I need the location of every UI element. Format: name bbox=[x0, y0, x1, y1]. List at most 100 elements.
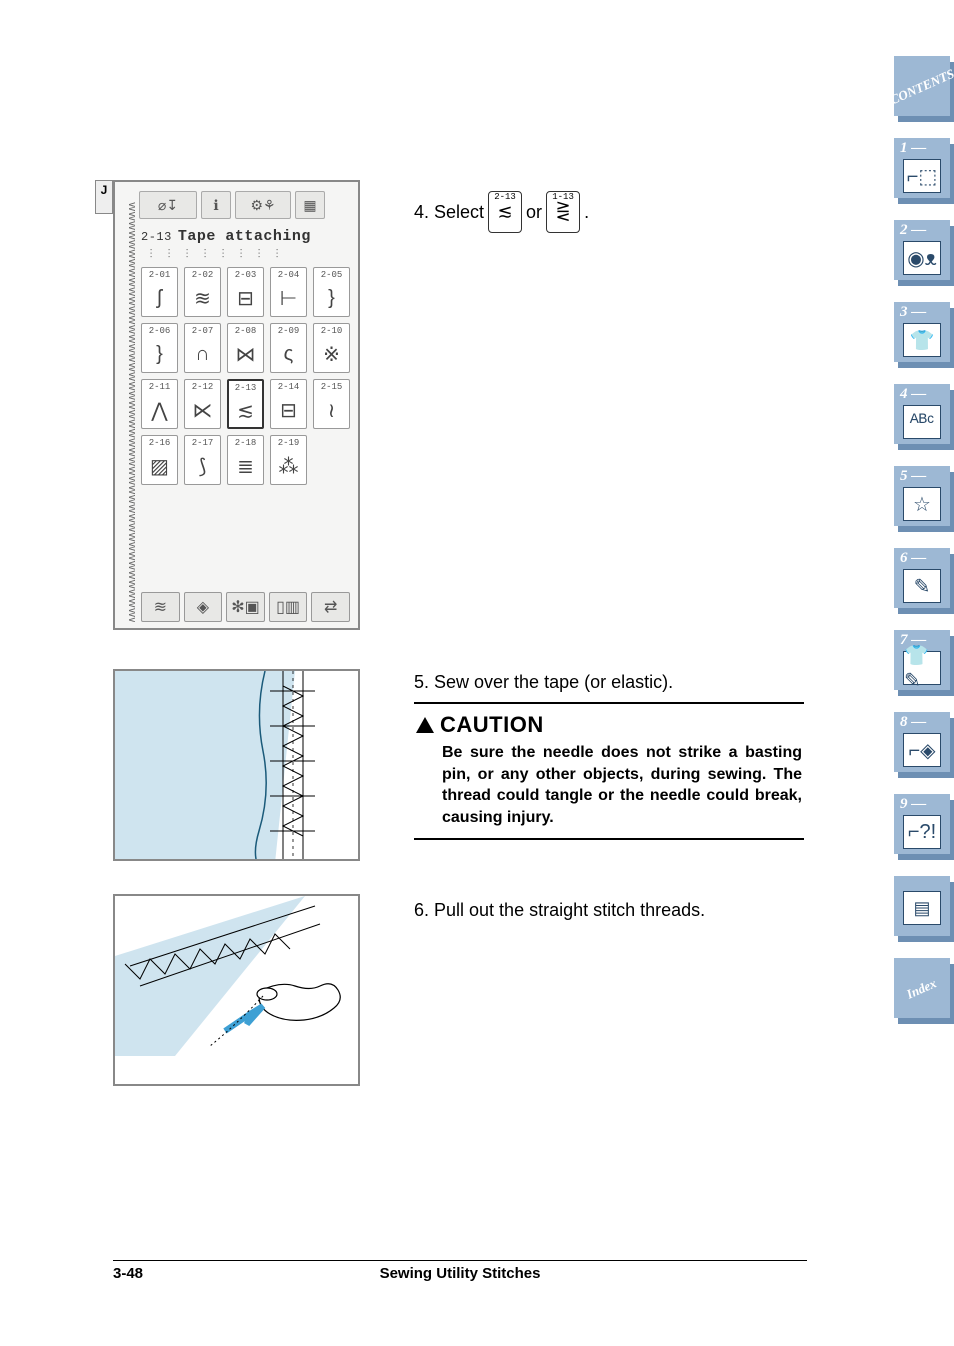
needle-icon: ⫶ bbox=[163, 247, 175, 259]
stitch-cell-label: 2-08 bbox=[235, 326, 257, 336]
needle-icon: ⫶ bbox=[181, 247, 193, 259]
step-4: 4. Select 2-13 ≲ or 1-13 ⋛ . bbox=[414, 191, 589, 233]
stitch-cell-glyph: ⋈ bbox=[236, 336, 256, 372]
tab-number: 4 — bbox=[900, 386, 926, 403]
tab-chapter[interactable]: 3 —👕 bbox=[894, 302, 954, 366]
stitch-cell-label: 2-14 bbox=[278, 382, 300, 392]
tab-number: 2 — bbox=[900, 222, 926, 239]
stitch-cell-glyph: ⋀ bbox=[151, 392, 167, 428]
stitch-cell-2-02[interactable]: 2-02≋ bbox=[184, 267, 221, 317]
bottom-btn-4[interactable]: ▯▥ bbox=[269, 592, 308, 622]
step-5: 5. Sew over the tape (or elastic). bbox=[414, 672, 673, 693]
tab-icon: ⌐?! bbox=[903, 815, 941, 849]
illustration-pull-threads bbox=[113, 894, 360, 1086]
needle-icon: ⫶ bbox=[271, 247, 283, 259]
tab-chapter[interactable]: 4 — ᴬᴮᶜ bbox=[894, 384, 954, 448]
tab-icon: ◉ᴥ bbox=[903, 241, 941, 275]
stitch-cell-2-03[interactable]: 2-03⊟ bbox=[227, 267, 264, 317]
stitch-cell-label: 2-01 bbox=[149, 270, 171, 280]
tab-icon: ☆ bbox=[903, 487, 941, 521]
tab-icon: ᴬᴮᶜ bbox=[903, 405, 941, 439]
stitch-cell-label: 2-11 bbox=[149, 382, 171, 392]
stitch-cell-label: 2-07 bbox=[192, 326, 214, 336]
tab-icon: ▤ bbox=[903, 891, 941, 925]
stitch-cell-label: 2-10 bbox=[321, 326, 343, 336]
tab-chapter[interactable]: 7 —👕✎ bbox=[894, 630, 954, 694]
stitch-cell-glyph: ∩ bbox=[195, 336, 209, 372]
tab-contents[interactable]: CONTENTS bbox=[894, 56, 954, 120]
stitch-cell-glyph: ≀ bbox=[328, 392, 336, 428]
stitch-cell-2-11[interactable]: 2-11⋀ bbox=[141, 379, 178, 429]
stitch-button-1-13[interactable]: 1-13 ⋛ bbox=[546, 191, 580, 233]
bottom-btn-3[interactable]: ✻▣ bbox=[226, 592, 265, 622]
toolbar-btn-1[interactable]: ⌀↧ bbox=[139, 191, 197, 219]
stitch-cell-2-04[interactable]: 2-04⊢ bbox=[270, 267, 307, 317]
bottom-btn-2[interactable]: ◈ bbox=[184, 592, 223, 622]
mini-btn-label: 1-13 bbox=[552, 193, 574, 202]
stitch-cell-2-18[interactable]: 2-18≣ bbox=[227, 435, 264, 485]
caution-body: Be sure the needle does not strike a bas… bbox=[416, 738, 802, 828]
section-tabs: CONTENTS 1 — ⌐⬚ 2 — ◉ᴥ 3 —👕 4 — ᴬᴮᶜ 5 — ☆ 6 —✎ 7 —… bbox=[876, 56, 954, 1022]
stitch-button-2-13[interactable]: 2-13 ≲ bbox=[488, 191, 522, 233]
tab-chapter[interactable]: 6 —✎ bbox=[894, 548, 954, 612]
stitch-cell-glyph: ≲ bbox=[237, 393, 254, 427]
tab-number: 5 — bbox=[900, 468, 926, 485]
stitch-cell-2-13[interactable]: 2-13≲ bbox=[227, 379, 264, 429]
bottom-btn-5[interactable]: ⇄ bbox=[311, 592, 350, 622]
needle-icon: ⫶ bbox=[199, 247, 211, 259]
illustration-sew-tape bbox=[113, 669, 360, 861]
needle-icon: ⫶ bbox=[235, 247, 247, 259]
stitch-cell-glyph: ⊢ bbox=[280, 280, 297, 316]
tab-index-label: Index bbox=[905, 975, 940, 1002]
screen-title: 2-13Tape attaching bbox=[139, 222, 352, 247]
stitch-cell-2-10[interactable]: 2-10※ bbox=[313, 323, 350, 373]
tab-number: 9 — bbox=[900, 796, 926, 813]
stitch-cell-label: 2-09 bbox=[278, 326, 300, 336]
screen-inner: ⌀↧ ℹ ⚙⚘ ▦ 2-13Tape attaching ⫶ ⫶ ⫶ ⫶ ⫶ ⫶… bbox=[139, 188, 352, 622]
stitch-cell-2-12[interactable]: 2-12⋉ bbox=[184, 379, 221, 429]
tab-icon: ⌐⬚ bbox=[903, 159, 941, 193]
stitch-cell-label: 2-15 bbox=[321, 382, 343, 392]
tab-icon: 👕 bbox=[903, 323, 941, 357]
stitch-cell-2-06[interactable]: 2-06} bbox=[141, 323, 178, 373]
stitch-cell-2-09[interactable]: 2-09ς bbox=[270, 323, 307, 373]
stitch-cell-glyph: ≣ bbox=[237, 448, 254, 484]
toolbar-btn-3[interactable]: ⚙⚘ bbox=[235, 191, 291, 219]
caution-head-text: CAUTION bbox=[440, 712, 544, 738]
page-number: 3-48 bbox=[113, 1265, 143, 1282]
stitch-cell-2-07[interactable]: 2-07∩ bbox=[184, 323, 221, 373]
mini-btn-glyph: ≲ bbox=[498, 204, 513, 222]
stitch-cell-2-01[interactable]: 2-01ʃ bbox=[141, 267, 178, 317]
stitch-cell-glyph: ʃ bbox=[157, 280, 161, 316]
stitch-cell-2-16[interactable]: 2-16▨ bbox=[141, 435, 178, 485]
needle-icon: ⫶ bbox=[253, 247, 265, 259]
toolbar-btn-4[interactable]: ▦ bbox=[295, 191, 325, 219]
tab-chapter[interactable]: 2 — ◉ᴥ bbox=[894, 220, 954, 284]
stitch-cell-2-05[interactable]: 2-05} bbox=[313, 267, 350, 317]
step-4-suffix: . bbox=[584, 202, 589, 223]
tab-chapter[interactable]: 5 — ☆ bbox=[894, 466, 954, 530]
stitch-cell-label: 2-04 bbox=[278, 270, 300, 280]
stitch-cell-2-08[interactable]: 2-08⋈ bbox=[227, 323, 264, 373]
stitch-cell-glyph: ※ bbox=[323, 336, 340, 372]
stitch-cell-label: 2-18 bbox=[235, 438, 257, 448]
stitch-cell-2-17[interactable]: 2-17⟆ bbox=[184, 435, 221, 485]
toolbar-btn-2[interactable]: ℹ bbox=[201, 191, 231, 219]
stitch-cell-2-19[interactable]: 2-19⁂ bbox=[270, 435, 307, 485]
tab-number: 1 — bbox=[900, 140, 926, 157]
screen-bottom-bar: ≋ ◈ ✻▣ ▯▥ ⇄ bbox=[139, 588, 352, 622]
tab-index[interactable]: Index bbox=[894, 958, 954, 1022]
tab-chapter[interactable]: 8 —⌐◈ bbox=[894, 712, 954, 776]
stitch-cell-label: 2-06 bbox=[149, 326, 171, 336]
tab-chapter[interactable]: 1 — ⌐⬚ bbox=[894, 138, 954, 202]
stitch-cell-glyph: ⋉ bbox=[193, 392, 213, 428]
tab-appendix[interactable]: ▤ bbox=[894, 876, 954, 940]
tab-chapter[interactable]: 9 — ⌐?! bbox=[894, 794, 954, 858]
stitch-cell-glyph: ς bbox=[284, 336, 294, 372]
screen-title-text: Tape attaching bbox=[178, 228, 311, 245]
stitch-cell-2-14[interactable]: 2-14⊟ bbox=[270, 379, 307, 429]
bottom-btn-1[interactable]: ≋ bbox=[141, 592, 180, 622]
needle-icon: ⫶ bbox=[217, 247, 229, 259]
stitch-cell-glyph: } bbox=[328, 280, 335, 316]
stitch-cell-2-15[interactable]: 2-15≀ bbox=[313, 379, 350, 429]
